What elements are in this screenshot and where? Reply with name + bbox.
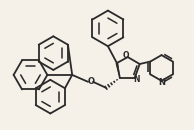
Text: N: N bbox=[158, 78, 165, 87]
Text: N: N bbox=[133, 75, 139, 84]
Text: O: O bbox=[87, 77, 94, 86]
Polygon shape bbox=[115, 63, 120, 78]
Text: O: O bbox=[123, 51, 129, 60]
